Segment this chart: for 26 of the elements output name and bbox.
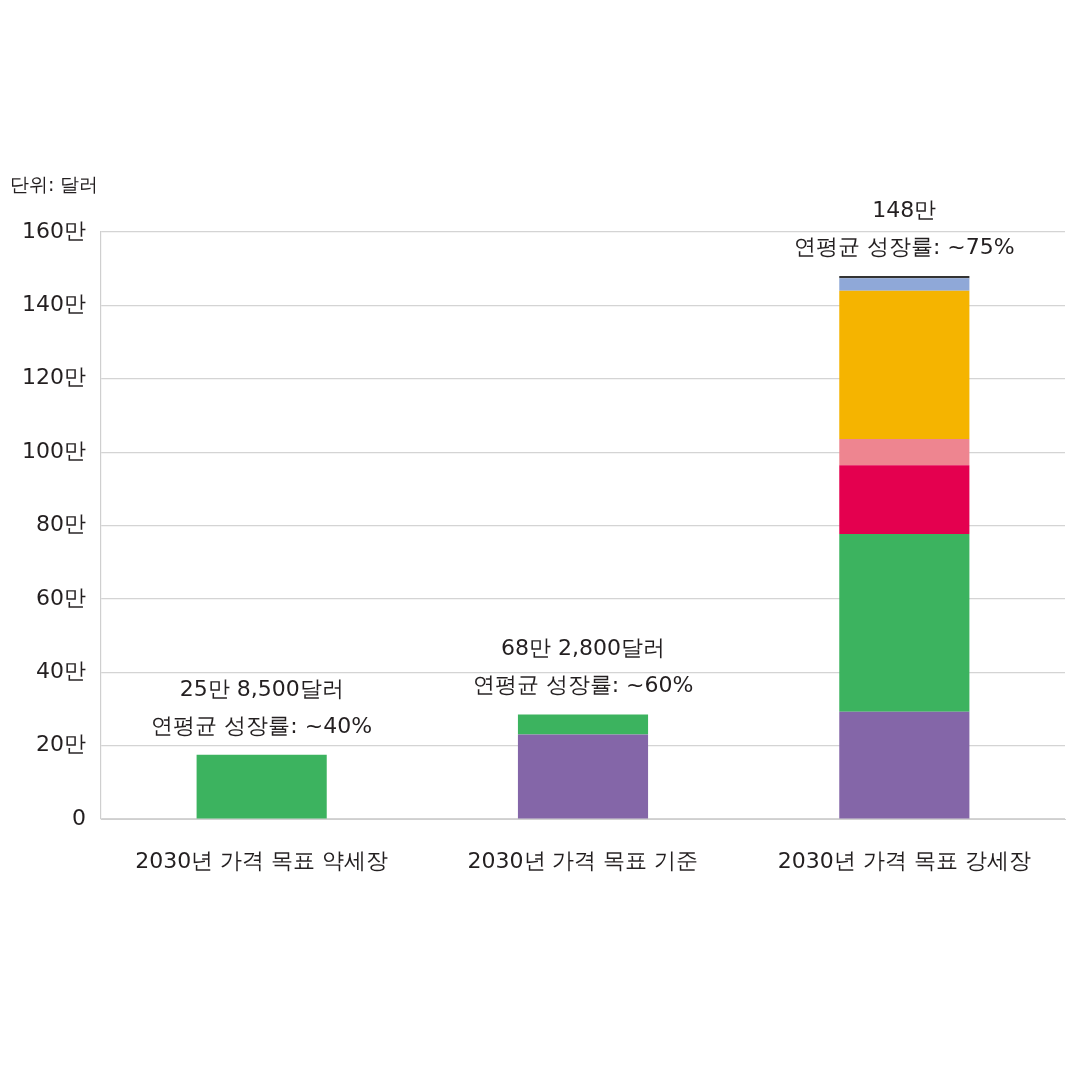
y-tick-label: 20만 xyxy=(36,731,86,757)
x-tick-label: 2030년 가격 목표 기준 xyxy=(467,847,699,873)
bar xyxy=(839,278,970,291)
bar xyxy=(517,734,649,819)
y-tick-label: 120만 xyxy=(22,364,86,390)
annotation: 148만 연평균 성장률: ~75% xyxy=(793,197,1015,260)
annotation: 25만 8,500달러 연평균 성장률: ~40% xyxy=(151,675,373,738)
y-tick-label: 80만 xyxy=(36,511,86,537)
bar xyxy=(839,465,970,534)
y-tick-label: 160만 xyxy=(22,217,86,243)
x-tick-label: 2030년 가격 목표 약세장 xyxy=(135,847,389,873)
bar xyxy=(196,754,327,819)
y-tick-label: 100만 xyxy=(22,437,86,463)
bar xyxy=(839,438,970,466)
bar xyxy=(839,276,970,279)
bar xyxy=(839,533,970,712)
y-tick-label: 140만 xyxy=(22,291,86,317)
y-tick-label: 40만 xyxy=(36,657,86,683)
bar xyxy=(839,711,970,819)
y-axis-title: 단위: 달러 xyxy=(10,172,99,195)
bar xyxy=(517,714,649,735)
x-tick-label: 2030년 가격 목표 강세장 xyxy=(777,847,1031,873)
annotation: 68만 2,800달러 연평균 성장률: ~60% xyxy=(472,635,694,698)
y-tick-label: 0 xyxy=(72,804,86,830)
y-tick-label: 60만 xyxy=(36,584,86,610)
bar xyxy=(839,290,970,439)
